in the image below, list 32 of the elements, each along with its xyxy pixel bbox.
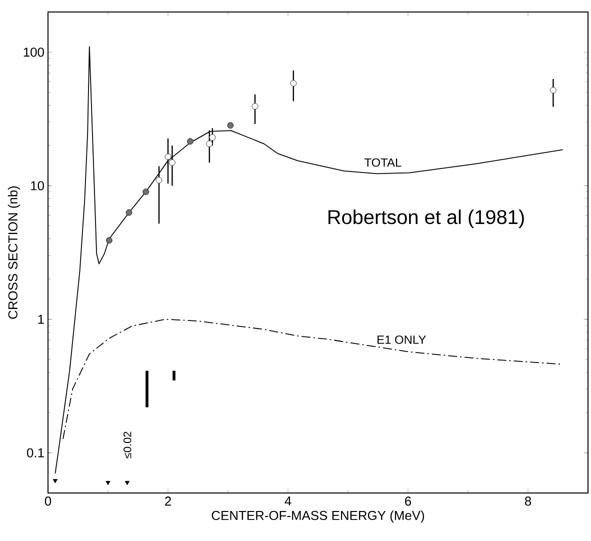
y-tick-label: 100 bbox=[24, 48, 44, 57]
x-tick-label: 0 bbox=[44, 496, 52, 506]
y-axis-title: CROSS SECTION (nb) bbox=[8, 186, 20, 319]
x-tick-label: 4 bbox=[284, 496, 292, 506]
series-label: E1 ONLY bbox=[378, 335, 426, 344]
series-label: TOTAL bbox=[364, 158, 402, 167]
point bbox=[124, 480, 130, 486]
point bbox=[290, 80, 297, 86]
point bbox=[126, 209, 132, 216]
line-series bbox=[54, 46, 564, 474]
annotation: Robertson et al (1981) bbox=[328, 210, 524, 228]
point bbox=[227, 122, 234, 129]
point bbox=[164, 154, 172, 160]
x-tick-label: 8 bbox=[524, 496, 532, 506]
point bbox=[187, 138, 194, 145]
point bbox=[142, 188, 149, 196]
point bbox=[550, 87, 556, 94]
point bbox=[106, 480, 110, 486]
x-tick-label: 2 bbox=[165, 496, 171, 506]
annotation: ≤0.02 bbox=[124, 432, 132, 458]
y-tick-label: 10 bbox=[31, 181, 44, 190]
y-tick-label: 0.1 bbox=[26, 448, 44, 458]
point bbox=[156, 177, 162, 184]
x-tick-label: 6 bbox=[405, 496, 412, 506]
point bbox=[206, 140, 213, 147]
point bbox=[169, 159, 176, 166]
point bbox=[106, 237, 112, 244]
point bbox=[52, 479, 58, 484]
point bbox=[209, 134, 216, 141]
y-tick-label: 1 bbox=[38, 314, 44, 324]
x-axis-title: CENTER-OF-MASS ENERGY (MeV) bbox=[212, 510, 424, 523]
point bbox=[252, 103, 258, 110]
